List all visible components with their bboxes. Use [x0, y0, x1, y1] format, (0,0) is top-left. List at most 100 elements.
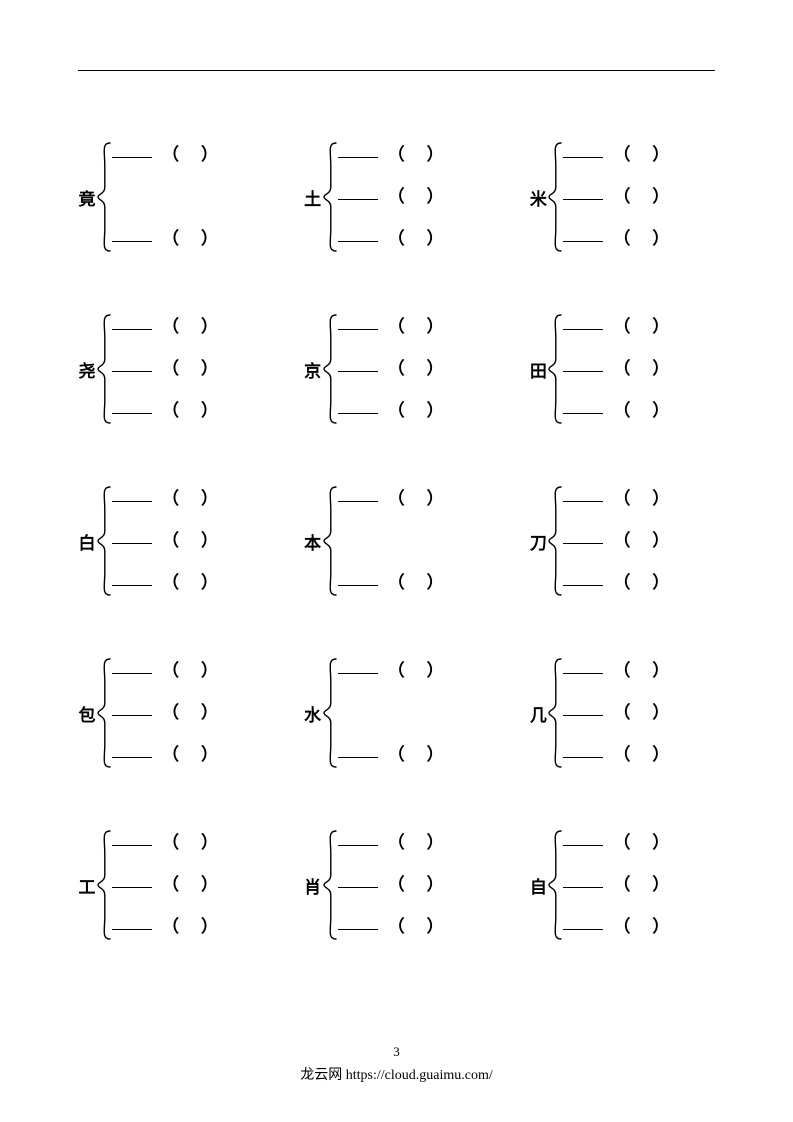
- slot: （）: [563, 915, 715, 939]
- blank-underline: [112, 715, 152, 716]
- blank-underline: [112, 673, 152, 674]
- slot: （）: [112, 315, 264, 339]
- blank-underline: [112, 929, 152, 930]
- paren-open: （: [388, 143, 405, 167]
- paren-open: （: [162, 143, 179, 167]
- slot: （）: [338, 659, 490, 683]
- slots-group: （）（）（）: [338, 141, 490, 253]
- paren-open: （: [613, 487, 630, 511]
- worksheet-row: 白 （）（）（）本 （）（）（）刀 （）（）（）: [78, 485, 715, 597]
- paren-open: （: [613, 659, 630, 683]
- worksheet-cell: 肖 （）（）（）: [304, 829, 490, 941]
- worksheet-cell: 水 （）（）（）: [304, 657, 490, 769]
- blank-underline: [563, 329, 603, 330]
- slot: （）: [112, 529, 264, 553]
- left-brace-icon: [547, 657, 563, 769]
- page-number: 3: [0, 1044, 793, 1060]
- blank-underline: [563, 371, 603, 372]
- paren-close: ）: [427, 185, 444, 209]
- blank-underline: [112, 413, 152, 414]
- slots-group: （）（）（）: [563, 829, 715, 941]
- slot: （）: [112, 659, 264, 683]
- blank-underline: [112, 157, 152, 158]
- slot: （）: [563, 227, 715, 251]
- worksheet-cell: 田 （）（）（）: [529, 313, 715, 425]
- slot: （）: [563, 487, 715, 511]
- slot: （）: [112, 701, 264, 725]
- hanzi-char: 尧: [78, 357, 96, 382]
- slot: （）: [563, 571, 715, 595]
- blank-underline: [563, 887, 603, 888]
- paren-open: （: [388, 227, 405, 251]
- slot: （）: [563, 701, 715, 725]
- left-brace-icon: [547, 485, 563, 597]
- paren-close: ）: [427, 873, 444, 897]
- worksheet-cell: 包 （）（）（）: [78, 657, 264, 769]
- blank-underline: [563, 929, 603, 930]
- paren-close: ）: [652, 227, 669, 251]
- paren-close: ）: [427, 915, 444, 939]
- paren-close: ）: [652, 873, 669, 897]
- slot: （）: [338, 873, 490, 897]
- slots-group: （）（）（）: [563, 657, 715, 769]
- slot: （）: [112, 143, 264, 167]
- left-brace-icon: [96, 829, 112, 941]
- slot: （）: [112, 227, 264, 251]
- blank-underline: [338, 501, 378, 502]
- slot: （）: [112, 831, 264, 855]
- worksheet-row: 竟 （）（）（）土 （）（）（）米 （）（）（）: [78, 141, 715, 253]
- hanzi-char: 米: [529, 185, 547, 210]
- slot: （）: [338, 315, 490, 339]
- blank-underline: [563, 757, 603, 758]
- paren-open: （: [162, 399, 179, 423]
- blank-underline: [563, 241, 603, 242]
- blank-underline: [112, 371, 152, 372]
- paren-open: （: [388, 915, 405, 939]
- paren-open: （: [162, 487, 179, 511]
- hanzi-char: 京: [304, 357, 322, 382]
- paren-close: ）: [652, 357, 669, 381]
- slot: （）: [338, 185, 490, 209]
- left-brace-icon: [96, 657, 112, 769]
- paren-close: ）: [427, 831, 444, 855]
- slot: （）: [338, 487, 490, 511]
- paren-open: （: [613, 873, 630, 897]
- paren-open: （: [613, 357, 630, 381]
- slot: （）: [338, 227, 490, 251]
- paren-open: （: [162, 659, 179, 683]
- blank-underline: [338, 757, 378, 758]
- blank-underline: [563, 585, 603, 586]
- slot: （）: [563, 143, 715, 167]
- hanzi-char: 竟: [78, 185, 96, 210]
- blank-underline: [112, 501, 152, 502]
- blank-underline: [563, 501, 603, 502]
- paren-close: ）: [427, 571, 444, 595]
- blank-underline: [563, 413, 603, 414]
- left-brace-icon: [96, 485, 112, 597]
- slots-group: （）（）（）: [338, 313, 490, 425]
- paren-close: ）: [652, 701, 669, 725]
- paren-open: （: [613, 227, 630, 251]
- paren-open: （: [162, 571, 179, 595]
- blank-underline: [338, 929, 378, 930]
- paren-open: （: [613, 743, 630, 767]
- hanzi-char: 土: [304, 185, 322, 210]
- worksheet-cell: 尧 （）（）（）: [78, 313, 264, 425]
- worksheet-cell: 本 （）（）（）: [304, 485, 490, 597]
- paren-close: ）: [652, 143, 669, 167]
- worksheet-grid: 竟 （）（）（）土 （）（）（）米 （）（）（）尧 （）（）（）京 （）（）（）…: [78, 141, 715, 941]
- paren-close: ）: [201, 357, 218, 381]
- paren-close: ）: [201, 399, 218, 423]
- paren-close: ）: [201, 571, 218, 595]
- paren-close: ）: [652, 399, 669, 423]
- slot: （）: [563, 399, 715, 423]
- worksheet-cell: 京 （）（）（）: [304, 313, 490, 425]
- slot: （）: [563, 873, 715, 897]
- worksheet-cell: 自 （）（）（）: [529, 829, 715, 941]
- slots-group: （）（）（）: [112, 141, 264, 253]
- worksheet-cell: 几 （）（）（）: [529, 657, 715, 769]
- blank-underline: [338, 845, 378, 846]
- slot: （）: [563, 529, 715, 553]
- paren-close: ）: [427, 227, 444, 251]
- slot: （）: [563, 315, 715, 339]
